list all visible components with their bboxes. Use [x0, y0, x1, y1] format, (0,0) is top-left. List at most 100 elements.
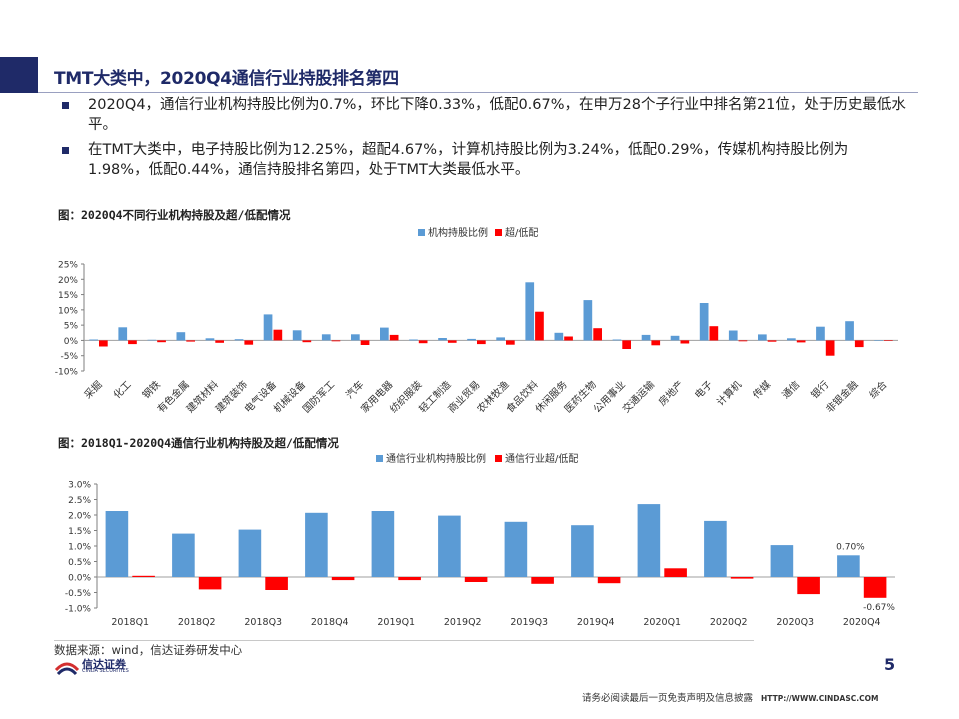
category-label: 非银金融	[823, 378, 860, 415]
bar-overweight	[128, 340, 137, 345]
bar-overweight	[738, 340, 748, 342]
bar-holding	[554, 332, 564, 341]
bar-overweight	[265, 577, 288, 590]
y-tick-label: 15%	[58, 291, 78, 301]
logo-text: 信达证券	[82, 658, 126, 671]
bar-holding	[89, 339, 98, 341]
y-tick-label: 25%	[58, 261, 78, 271]
y-tick-label: 1.0%	[68, 543, 91, 553]
category-label: 2020Q4	[843, 617, 881, 628]
cinda-logo: 信达证券 CINDA SECURITIES	[54, 656, 164, 676]
bar-overweight	[464, 577, 488, 582]
bar-overweight	[863, 577, 887, 598]
legend-label: 通信行业超/低配	[505, 452, 578, 465]
bar-overweight	[273, 329, 283, 341]
title-accent-bar	[0, 57, 38, 93]
bar-holding	[238, 529, 262, 577]
bar-holding	[147, 339, 157, 341]
category-label: 汽车	[343, 378, 366, 401]
legend-label: 超/低配	[505, 226, 538, 239]
bar-holding	[583, 300, 593, 341]
bar-overweight	[132, 575, 155, 577]
bar-overweight	[331, 340, 341, 342]
category-label: 2019Q3	[510, 617, 548, 628]
bar-holding	[172, 533, 195, 577]
bar-holding	[438, 515, 461, 577]
disclaimer: 请务必阅读最后一页免责声明及信息披露 HTTP://WWW.CINDASC.COM	[582, 690, 878, 704]
bar-overweight	[797, 577, 820, 595]
bar-holding	[670, 335, 680, 341]
y-tick-label: -0.5%	[65, 589, 92, 599]
bar-holding	[837, 555, 860, 577]
bar-holding	[305, 512, 328, 577]
bar-holding	[728, 330, 738, 341]
page-title: TMT大类中，2020Q4通信行业持股排名第四	[54, 69, 399, 89]
bar-holding	[467, 338, 476, 341]
bullet-item: 在TMT大类中，电子持股比例为12.25%，超配4.67%，计算机持股比例为3.…	[58, 140, 908, 180]
category-label: 2018Q2	[178, 617, 216, 628]
y-tick-label: -1.0%	[65, 605, 92, 615]
bar-holding	[496, 337, 505, 341]
bar-holding	[105, 511, 129, 577]
bar-overweight	[302, 340, 312, 343]
bar-overweight	[506, 340, 515, 345]
category-label: 钢铁	[139, 378, 162, 401]
bar-overweight	[477, 340, 486, 345]
bar-overweight	[593, 328, 602, 341]
bar-holding	[758, 334, 767, 341]
data-source: 数据来源：wind，信达证券研发中心	[54, 643, 243, 657]
bar-holding	[292, 330, 302, 341]
logo-subtext: CINDA SECURITIES	[82, 668, 129, 674]
y-tick-label: -10%	[55, 368, 79, 378]
category-label: 2018Q1	[111, 617, 149, 628]
bar-holding	[409, 339, 418, 341]
bar-holding	[321, 334, 331, 341]
bar-holding	[571, 525, 594, 577]
y-tick-label: 0.5%	[68, 558, 91, 568]
y-tick-label: 0.0%	[68, 574, 91, 584]
bar-holding	[263, 314, 273, 341]
bar-holding	[118, 327, 128, 341]
telecom-holding-chart: 3.0% 2.5% 2.0% 1.5% 1.0% 0.5% 0.0% -0.5% -1.0% 20…	[65, 452, 896, 628]
bullet-list: 2020Q4，通信行业机构持股比例为0.7%，环比下降0.33%，低配0.67%…	[58, 95, 908, 185]
y-tick-label: 1.5%	[68, 527, 91, 537]
bullet-item: 2020Q4，通信行业机构持股比例为0.7%，环比下降0.33%，低配0.67%…	[58, 95, 908, 135]
bar-overweight	[418, 340, 428, 344]
bar-overweight	[680, 340, 690, 344]
category-label: 通信	[780, 379, 803, 402]
bar-holding	[874, 340, 883, 341]
bar-overweight	[884, 340, 893, 341]
category-label: 2019Q1	[377, 617, 415, 628]
bar-overweight	[825, 340, 835, 356]
square-bullet-icon	[62, 147, 69, 154]
bar-overweight	[535, 311, 544, 341]
bar-overweight	[730, 577, 754, 579]
y-tick-label: 0%	[64, 337, 79, 347]
bar-overweight	[186, 340, 195, 342]
category-label: 交通运输	[620, 378, 657, 415]
bar-overweight	[360, 340, 370, 345]
bar-holding	[637, 504, 661, 577]
bar-overweight	[215, 340, 224, 343]
bar-overweight	[597, 577, 621, 584]
bullet-text: 2020Q4，通信行业机构持股比例为0.7%，环比下降0.33%，低配0.67%…	[88, 97, 906, 133]
data-label: -0.67%	[863, 603, 895, 613]
bar-holding	[787, 338, 796, 341]
y-tick-label: 3.0%	[68, 481, 91, 491]
category-label: 2020Q2	[710, 617, 748, 628]
bar-overweight	[398, 577, 421, 581]
y-tick-label: 2.5%	[68, 496, 91, 506]
bar-holding	[704, 520, 727, 577]
title-divider	[38, 92, 918, 93]
category-label: 国防军工	[300, 378, 337, 415]
legend-swatch	[495, 455, 502, 462]
bar-holding	[371, 511, 395, 577]
data-label: 0.70%	[836, 542, 865, 552]
website-link[interactable]: HTTP://WWW.CINDASC.COM	[761, 694, 879, 703]
legend-swatch	[495, 229, 502, 236]
bar-holding	[816, 326, 825, 341]
bar-holding	[438, 338, 447, 341]
category-label: 电子	[692, 378, 715, 401]
category-label: 化工	[110, 378, 133, 401]
category-label: 计算机	[714, 378, 744, 408]
